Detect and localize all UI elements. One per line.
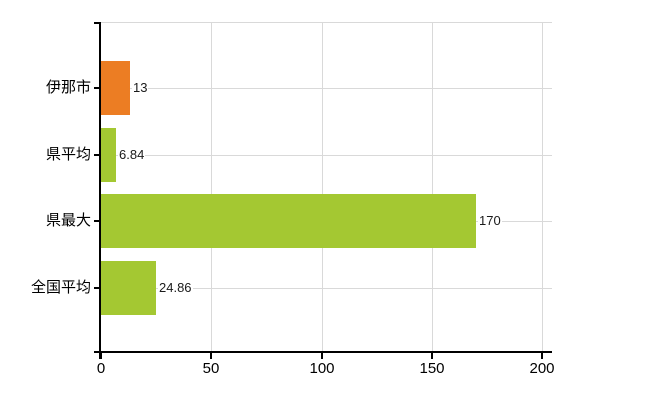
category-tick-mark <box>94 87 101 89</box>
bar <box>101 261 156 315</box>
x-tick-label: 200 <box>529 360 555 377</box>
plot-top-border <box>101 22 552 23</box>
category-tick-mark <box>94 220 101 222</box>
bar <box>101 61 130 115</box>
category-gridline <box>101 288 552 289</box>
value-label: 6.84 <box>118 147 146 163</box>
category-label: 全国平均 <box>30 279 91 296</box>
category-label: 県最大 <box>45 212 91 229</box>
x-gridline <box>542 22 543 352</box>
category-tick-mark <box>94 287 101 289</box>
category-label: 伊那市 <box>45 79 91 96</box>
bar <box>101 128 116 182</box>
category-gridline <box>101 88 552 89</box>
x-tick-label: 0 <box>96 360 106 377</box>
x-tick-mark <box>210 353 212 359</box>
x-tick-label: 100 <box>309 360 335 377</box>
x-tick-mark <box>100 353 102 359</box>
x-tick-mark <box>321 353 323 359</box>
value-label: 13 <box>132 80 149 96</box>
category-gridline <box>101 155 552 156</box>
x-gridline <box>322 22 323 352</box>
x-gridline <box>211 22 212 352</box>
x-tick-mark <box>541 353 543 359</box>
y-axis-line <box>99 22 101 359</box>
x-axis-line <box>94 351 552 353</box>
value-label: 170 <box>478 213 502 229</box>
y-axis-top-tick <box>94 22 101 24</box>
x-gridline <box>432 22 433 352</box>
value-label: 24.86 <box>158 280 193 296</box>
x-tick-label: 150 <box>419 360 445 377</box>
category-tick-mark <box>94 154 101 156</box>
x-tick-mark <box>431 353 433 359</box>
bar <box>101 194 476 248</box>
category-label: 県平均 <box>45 146 91 163</box>
x-tick-label: 50 <box>202 360 220 377</box>
